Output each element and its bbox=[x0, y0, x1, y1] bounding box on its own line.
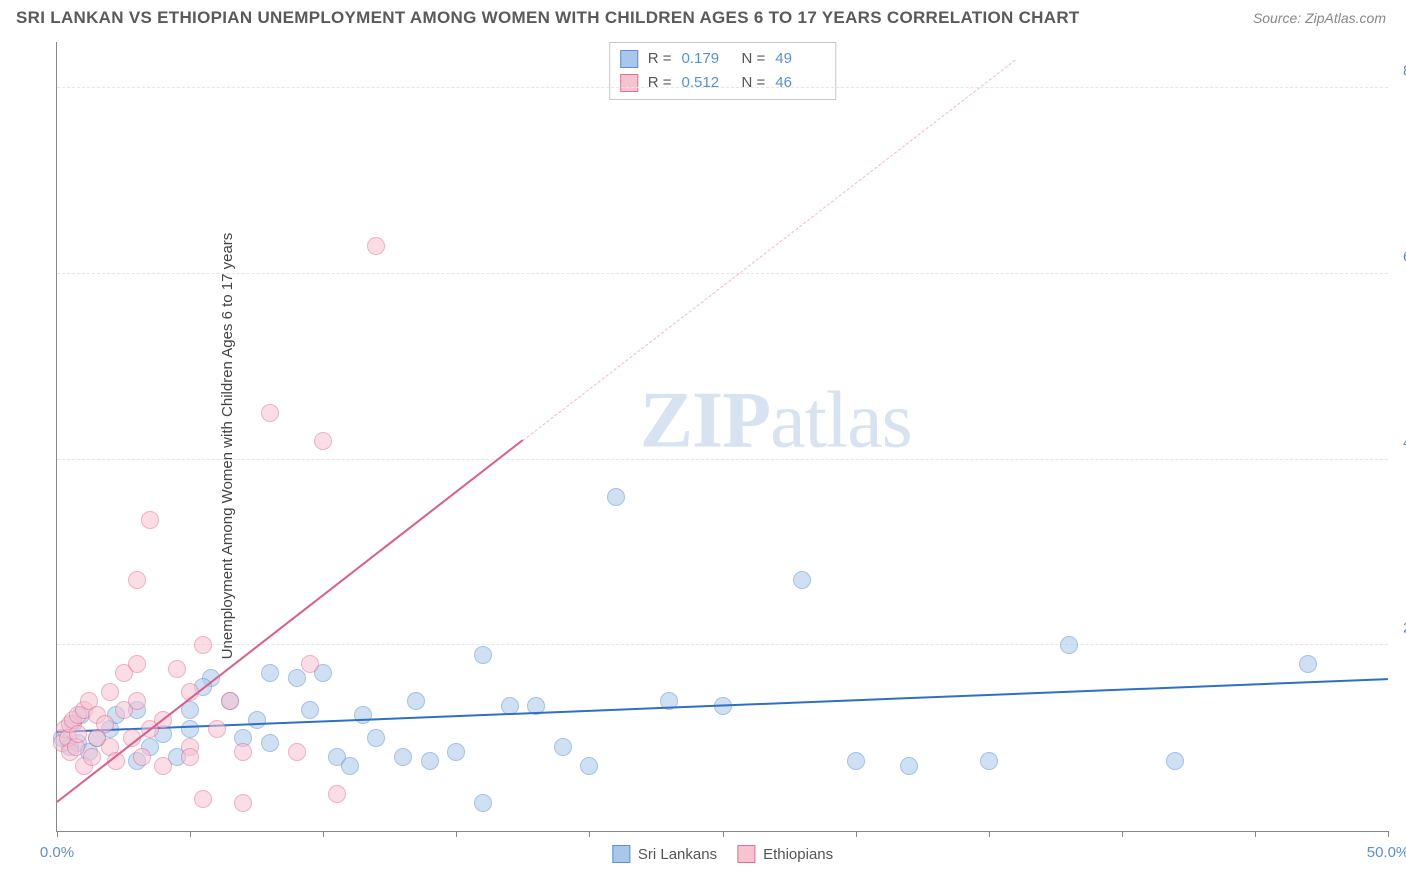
x-tick bbox=[723, 831, 724, 837]
watermark: ZIPatlas bbox=[640, 375, 912, 466]
data-point bbox=[128, 655, 146, 673]
data-point bbox=[900, 757, 918, 775]
data-point bbox=[1299, 655, 1317, 673]
source-attribution: Source: ZipAtlas.com bbox=[1253, 10, 1386, 26]
trend-line bbox=[523, 60, 1016, 441]
x-tick bbox=[989, 831, 990, 837]
series-legend: Sri Lankans Ethiopians bbox=[612, 845, 833, 863]
data-point bbox=[474, 646, 492, 664]
data-point bbox=[421, 752, 439, 770]
data-point bbox=[168, 660, 186, 678]
data-point bbox=[69, 725, 87, 743]
stats-row-ethiopians: R = 0.512 N = 46 bbox=[620, 71, 826, 95]
data-point bbox=[128, 692, 146, 710]
data-point bbox=[141, 511, 159, 529]
swatch-icon bbox=[612, 845, 630, 863]
data-point bbox=[447, 743, 465, 761]
data-point bbox=[194, 636, 212, 654]
data-point bbox=[1060, 636, 1078, 654]
data-point bbox=[847, 752, 865, 770]
legend-item-ethiopians: Ethiopians bbox=[737, 845, 833, 863]
data-point bbox=[793, 571, 811, 589]
x-tick bbox=[456, 831, 457, 837]
x-tick bbox=[190, 831, 191, 837]
data-point bbox=[301, 701, 319, 719]
data-point bbox=[181, 748, 199, 766]
x-tick bbox=[323, 831, 324, 837]
data-point bbox=[314, 432, 332, 450]
data-point bbox=[83, 748, 101, 766]
x-tick bbox=[57, 831, 58, 837]
data-point bbox=[407, 692, 425, 710]
x-tick bbox=[1122, 831, 1123, 837]
x-tick-label: 0.0% bbox=[40, 844, 74, 861]
data-point bbox=[980, 752, 998, 770]
data-point bbox=[341, 757, 359, 775]
data-point bbox=[128, 571, 146, 589]
data-point bbox=[208, 720, 226, 738]
data-point bbox=[234, 794, 252, 812]
data-point bbox=[474, 794, 492, 812]
x-tick bbox=[856, 831, 857, 837]
x-tick bbox=[1255, 831, 1256, 837]
x-tick bbox=[589, 831, 590, 837]
data-point bbox=[96, 715, 114, 733]
gridline bbox=[57, 273, 1388, 274]
stats-row-srilankans: R = 0.179 N = 49 bbox=[620, 47, 826, 71]
swatch-icon bbox=[737, 845, 755, 863]
data-point bbox=[261, 734, 279, 752]
chart-title: SRI LANKAN VS ETHIOPIAN UNEMPLOYMENT AMO… bbox=[16, 8, 1080, 28]
data-point bbox=[288, 743, 306, 761]
data-point bbox=[261, 404, 279, 422]
data-point bbox=[580, 757, 598, 775]
data-point bbox=[234, 743, 252, 761]
swatch-icon bbox=[620, 74, 638, 92]
data-point bbox=[221, 692, 239, 710]
data-point bbox=[1166, 752, 1184, 770]
data-point bbox=[367, 729, 385, 747]
scatter-plot: ZIPatlas R = 0.179 N = 49 R = 0.512 N = … bbox=[56, 42, 1388, 832]
data-point bbox=[181, 720, 199, 738]
data-point bbox=[248, 711, 266, 729]
data-point bbox=[133, 748, 151, 766]
trend-line bbox=[57, 678, 1388, 733]
data-point bbox=[367, 237, 385, 255]
gridline bbox=[57, 87, 1388, 88]
data-point bbox=[554, 738, 572, 756]
x-tick-label: 50.0% bbox=[1367, 844, 1406, 861]
data-point bbox=[607, 488, 625, 506]
swatch-icon bbox=[620, 50, 638, 68]
data-point bbox=[328, 785, 346, 803]
legend-item-srilankans: Sri Lankans bbox=[612, 845, 717, 863]
data-point bbox=[288, 669, 306, 687]
gridline bbox=[57, 459, 1388, 460]
data-point bbox=[301, 655, 319, 673]
data-point bbox=[261, 664, 279, 682]
data-point bbox=[154, 757, 172, 775]
data-point bbox=[194, 790, 212, 808]
data-point bbox=[101, 683, 119, 701]
x-tick bbox=[1388, 831, 1389, 837]
data-point bbox=[394, 748, 412, 766]
stats-legend-box: R = 0.179 N = 49 R = 0.512 N = 46 bbox=[609, 42, 837, 100]
